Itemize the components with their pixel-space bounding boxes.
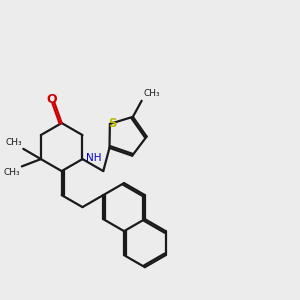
Text: CH₃: CH₃ (143, 89, 160, 98)
Text: S: S (108, 117, 116, 130)
Text: NH: NH (86, 153, 101, 163)
Text: CH₃: CH₃ (5, 138, 22, 147)
Text: O: O (46, 92, 57, 106)
Text: CH₃: CH₃ (4, 168, 20, 177)
